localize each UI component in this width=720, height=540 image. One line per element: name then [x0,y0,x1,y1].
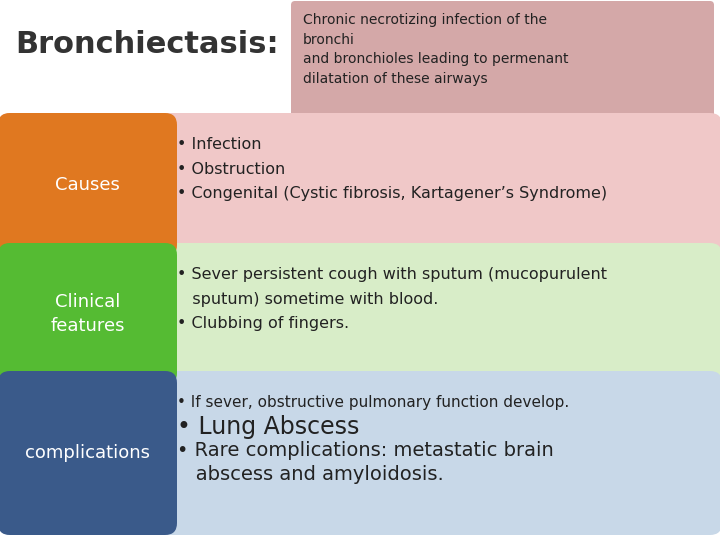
FancyBboxPatch shape [0,371,720,535]
FancyBboxPatch shape [0,371,177,535]
FancyBboxPatch shape [0,113,720,257]
FancyBboxPatch shape [291,1,714,117]
Text: Clinical
features: Clinical features [50,293,125,335]
Text: • Lung Abscess: • Lung Abscess [177,415,359,439]
FancyBboxPatch shape [0,113,177,257]
FancyBboxPatch shape [0,243,177,385]
Text: • Sever persistent cough with sputum (mucopurulent
   sputum) sometime with bloo: • Sever persistent cough with sputum (mu… [177,267,607,331]
Text: • If sever, obstructive pulmonary function develop.: • If sever, obstructive pulmonary functi… [177,395,570,410]
Text: abscess and amyloidosis.: abscess and amyloidosis. [177,465,444,484]
Text: • Rare complications: metastatic brain: • Rare complications: metastatic brain [177,441,554,460]
Text: complications: complications [25,444,150,462]
Text: Bronchiectasis:: Bronchiectasis: [15,30,279,59]
Text: • Infection
• Obstruction
• Congenital (Cystic fibrosis, Kartagener’s Syndrome): • Infection • Obstruction • Congenital (… [177,137,607,201]
Text: Causes: Causes [55,176,120,194]
FancyBboxPatch shape [0,243,720,385]
Text: Chronic necrotizing infection of the
bronchi
and bronchioles leading to permenan: Chronic necrotizing infection of the bro… [303,13,569,85]
